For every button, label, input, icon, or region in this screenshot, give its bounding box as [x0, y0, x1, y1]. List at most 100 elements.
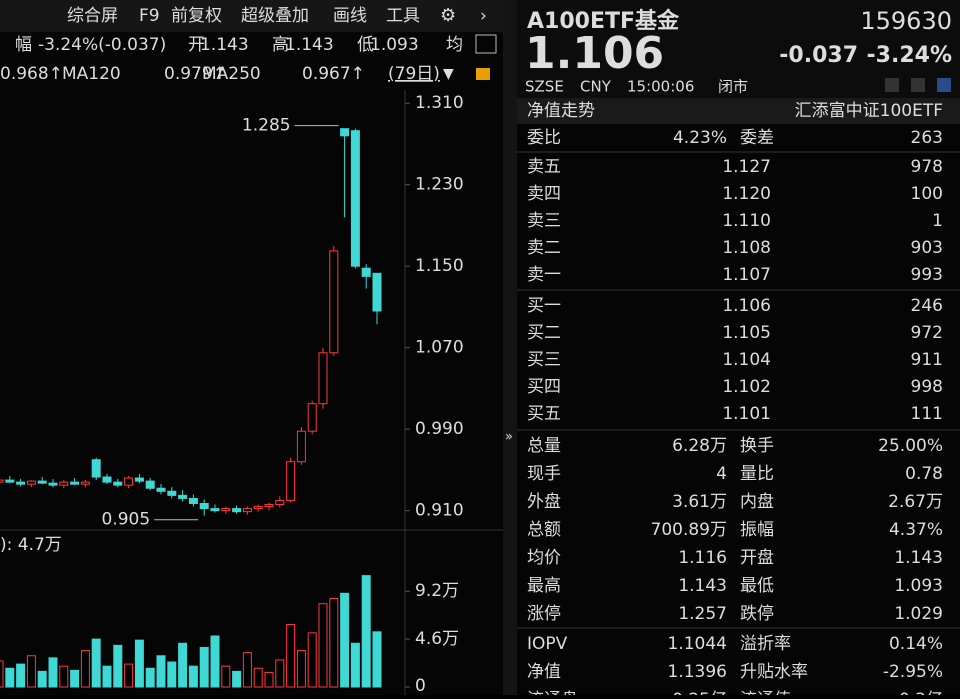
quote-meta: SZSE [525, 78, 564, 96]
candle-body [307, 403, 317, 432]
toolbar-item[interactable]: F9 [139, 6, 160, 26]
more-button[interactable]: › [480, 6, 487, 26]
volume-bar [232, 670, 242, 688]
cell: 升贴水率 [740, 662, 808, 682]
cell: 0.78 [905, 464, 943, 484]
cell: 700.89万 [651, 520, 727, 540]
annotation-label: 1.285 [242, 116, 291, 136]
cell: 1.116 [678, 548, 727, 568]
toolbar-item[interactable]: 超级叠加 [241, 6, 309, 26]
candle-body [80, 481, 90, 485]
cell: 1.102 [722, 377, 771, 397]
cell: 卖四 [527, 184, 561, 204]
y-tick-label: 1.150 [415, 256, 464, 276]
volume-bar [16, 663, 26, 688]
divider [503, 0, 517, 695]
y-tick-label: 1.230 [415, 175, 464, 195]
cell: 0.14% [889, 634, 943, 654]
cell: 卖二 [527, 238, 561, 258]
settings-icon[interactable]: ⚙ [440, 5, 456, 26]
cell: 买五 [527, 404, 561, 424]
cell: 1.108 [722, 238, 771, 258]
cell: 1.127 [722, 157, 771, 177]
change: -0.037 [779, 43, 858, 68]
candle-body [145, 480, 155, 489]
cell: 978 [911, 157, 943, 177]
cell: 246 [911, 296, 943, 316]
value: 1.143 [285, 35, 334, 55]
volume-bar [188, 665, 198, 688]
candle-body [232, 508, 242, 513]
dropdown-icon[interactable]: ▼ [443, 66, 454, 82]
tab[interactable]: 净值走势 [527, 101, 595, 121]
ma-value: 0.967↑ [302, 64, 365, 84]
cell: 总额 [527, 520, 561, 540]
cell: 卖一 [527, 265, 561, 285]
volume-bar [286, 624, 296, 688]
security-name: A100ETF基金 [527, 8, 680, 34]
label: 高 [272, 35, 289, 55]
toolbar-item[interactable]: 综合屏 [67, 6, 118, 26]
volume-bar [59, 665, 69, 688]
volume-bar [361, 575, 371, 688]
tab[interactable]: 汇添富中证100ETF [795, 101, 943, 121]
candle-body [178, 494, 188, 499]
candle-body [340, 128, 350, 137]
cell: 0.3亿 [899, 690, 943, 695]
wp-icon[interactable] [475, 34, 497, 54]
label: 低 [357, 35, 374, 55]
ma-value: 0.979↑ [164, 64, 227, 84]
toolbar-item[interactable]: 工具 [386, 6, 420, 26]
volume-bar [340, 592, 350, 688]
lock-icon[interactable] [476, 68, 490, 80]
period-selector[interactable]: (79日) [388, 64, 440, 84]
y-tick-label: 1.070 [415, 338, 464, 358]
alert-icon[interactable] [911, 78, 925, 92]
cell: 1.143 [678, 576, 727, 596]
add-icon[interactable] [937, 78, 951, 92]
security-code: 159630 [860, 7, 952, 35]
cell: 跌停 [740, 604, 774, 624]
candle-body [48, 482, 58, 486]
cell: 1.1396 [668, 662, 727, 682]
expand-button[interactable]: » [505, 430, 513, 445]
cell: 涨停 [527, 604, 561, 624]
candle-body [156, 487, 166, 492]
volume-bar [242, 652, 252, 688]
volume-bar [48, 657, 58, 688]
volume-bar [167, 661, 177, 688]
candle-body [372, 272, 382, 312]
cell: 总量 [527, 436, 561, 456]
candle-body [264, 504, 274, 508]
cell: 开盘 [740, 548, 774, 568]
label: 幅 [15, 35, 32, 55]
candle-body [26, 480, 36, 485]
cell: 998 [911, 377, 943, 397]
candle-body [91, 459, 101, 478]
toolbar-item[interactable]: 画线 [333, 6, 367, 26]
cell: 1.106 [722, 296, 771, 316]
quote-meta: 15:00:06 [627, 78, 694, 96]
cell: 最高 [527, 576, 561, 596]
cell: 现手 [527, 464, 561, 484]
volume-bar [91, 638, 101, 688]
candle-body [318, 352, 328, 405]
quote-meta: 闭市 [718, 78, 748, 96]
volume-bar [5, 667, 15, 688]
candle-body [275, 499, 285, 506]
cell: 25.00% [878, 436, 943, 456]
toolbar-item[interactable]: 前复权 [171, 6, 222, 26]
volume-bar [156, 655, 166, 688]
change: -3.24%(-0.037) [38, 35, 166, 55]
volume-bar [70, 669, 80, 688]
volume-bar [275, 659, 285, 688]
cell: 993 [911, 265, 943, 285]
quote-meta: CNY [580, 78, 612, 96]
cell: 2.67万 [888, 492, 943, 512]
edit-icon[interactable] [885, 78, 899, 92]
annotation-label: 0.905 [102, 510, 151, 530]
volume-bar [329, 598, 339, 688]
candle-body [124, 477, 134, 486]
volume-bar [145, 667, 155, 688]
toolbar-bg [0, 0, 503, 32]
